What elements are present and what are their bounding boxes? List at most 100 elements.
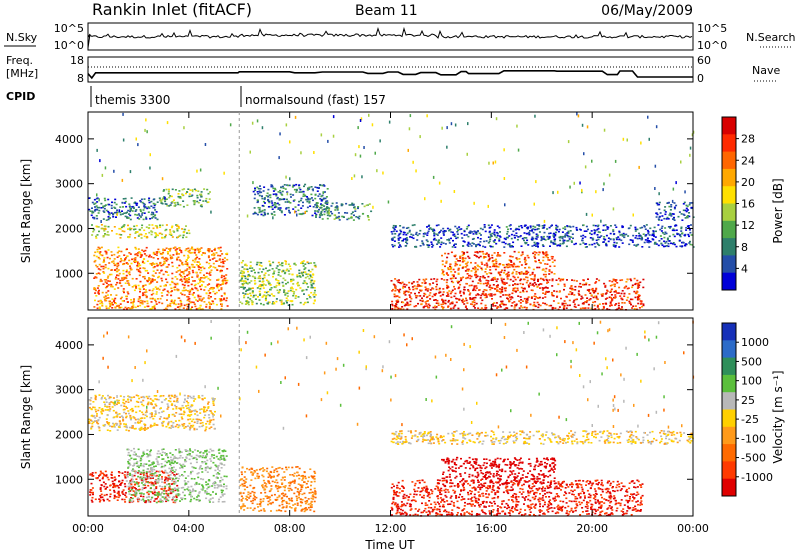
data-cell-sparse [281,210,283,214]
data-cell [279,209,282,211]
data-cell [139,288,142,291]
data-cell [605,244,608,246]
data-cell [548,273,551,275]
data-cell [138,218,141,220]
data-cell [218,258,221,260]
data-cell [508,293,511,296]
data-cell [98,206,101,209]
data-cell [187,256,190,258]
data-cell [167,416,170,418]
data-cell [145,295,148,298]
data-cell [393,295,396,298]
data-cell [432,282,435,284]
data-cell [489,238,492,241]
data-cell [247,303,250,306]
data-cell [395,305,397,308]
data-cell [310,284,313,287]
data-cell [503,246,506,248]
data-cell [190,308,193,310]
data-cell [394,286,396,288]
data-cell [611,280,614,283]
data-cell-sparse [440,199,442,203]
data-cell [426,226,428,228]
data-cell [122,276,125,279]
data-cell-sparse [294,210,296,214]
data-cell [253,279,256,282]
data-cell [137,298,140,300]
data-cell [90,397,93,399]
data-cell [242,292,245,294]
data-cell [151,280,154,283]
data-cell [559,279,562,282]
data-cell [142,276,145,278]
data-cell [98,416,101,419]
data-cell [130,299,133,301]
data-cell [500,279,503,281]
data-cell [155,235,157,238]
data-cell-sparse [567,140,570,144]
data-cell [110,269,113,271]
data-cell [557,244,560,246]
data-cell [155,291,158,293]
data-cell [436,234,439,236]
data-cell [461,301,464,304]
data-cell [367,216,370,219]
data-cell [211,300,214,303]
data-cell [323,208,326,211]
data-cell [585,225,588,228]
data-cell [546,228,549,230]
data-cell [289,265,292,268]
data-cell [247,274,250,276]
data-cell [279,299,282,302]
data-cell [485,273,488,275]
data-cell [595,278,598,280]
data-cell [454,255,457,258]
data-cell [312,273,315,275]
data-cell [298,213,301,215]
data-cell [243,268,246,270]
data-cell [474,272,477,274]
data-cell [108,402,111,404]
data-cell [506,274,509,277]
data-cell [193,400,195,402]
data-cell [178,413,181,415]
data-cell [93,406,96,409]
data-cell [214,298,217,300]
data-cell [142,218,145,221]
data-cell [484,282,487,285]
data-cell [142,292,144,294]
data-cell [208,301,211,304]
data-cell [143,300,146,303]
data-cell [491,245,494,248]
data-cell [218,298,221,300]
data-cell [627,227,630,230]
data-cell [277,191,280,193]
data-cell [150,279,153,282]
data-cell [126,280,129,282]
data-cell [179,407,181,410]
data-cell [628,293,631,295]
data-cell [435,302,438,304]
data-cell [164,199,167,201]
data-cell [282,198,284,201]
data-cell-sparse [116,213,118,216]
data-cell [306,261,309,263]
data-cell [171,225,174,228]
data-cell [118,272,121,275]
data-cell [544,293,547,295]
data-cell [285,207,288,209]
data-cell [127,292,130,295]
data-cell [162,190,165,192]
data-cell [321,218,324,220]
data-cell [147,211,150,213]
data-cell [341,203,344,206]
data-cell [336,216,339,219]
data-cell [582,234,585,237]
data-cell [679,233,682,236]
data-cell [181,283,184,286]
data-cell [102,227,105,230]
data-cell [580,295,583,298]
data-cell [457,282,460,284]
data-cell [103,272,106,274]
data-cell [496,305,499,308]
